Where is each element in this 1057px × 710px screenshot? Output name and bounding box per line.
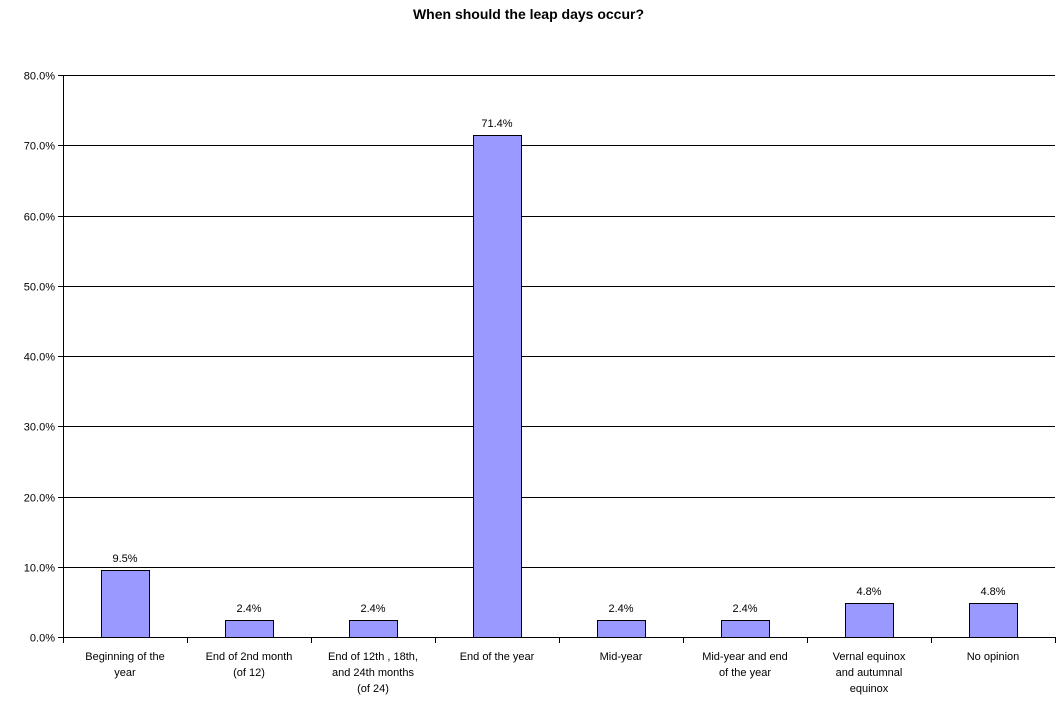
y-tick-label: 70.0%	[24, 141, 55, 153]
x-tick-label: Vernal equinox	[833, 651, 906, 663]
bar	[597, 620, 646, 638]
y-tick-label: 20.0%	[24, 493, 55, 505]
x-tick-label: End of 2nd month	[206, 651, 293, 663]
x-tick-label: (of 12)	[233, 667, 265, 679]
data-label: 2.4%	[608, 603, 633, 615]
bar	[845, 603, 894, 638]
data-label: 4.8%	[856, 586, 881, 598]
data-label: 2.4%	[732, 603, 757, 615]
bar	[473, 135, 522, 638]
x-tick-label: and autumnal	[836, 667, 903, 679]
x-tick-label: year	[114, 667, 136, 679]
x-tick-label: and 24th months	[332, 667, 414, 679]
x-tick-label: No opinion	[967, 651, 1020, 663]
y-tick-label: 0.0%	[30, 633, 55, 645]
x-tick-label: equinox	[850, 683, 889, 695]
chart-title: When should the leap days occur?	[412, 6, 645, 22]
bar	[721, 620, 770, 638]
y-tick-label: 30.0%	[24, 422, 55, 434]
data-label: 2.4%	[360, 603, 385, 615]
bar	[969, 603, 1018, 638]
x-tick-label: (of 24)	[357, 683, 389, 695]
data-label: 2.4%	[236, 603, 261, 615]
bar	[349, 620, 398, 638]
y-tick-label: 40.0%	[24, 352, 55, 364]
x-tick-label: Mid-year and end	[702, 651, 788, 663]
data-label: 4.8%	[980, 586, 1005, 598]
data-label: 71.4%	[481, 118, 512, 130]
x-tick-label: End of the year	[460, 651, 535, 663]
x-tick-label: Mid-year	[600, 651, 643, 663]
y-tick-label: 10.0%	[24, 563, 55, 575]
data-label: 9.5%	[112, 553, 137, 565]
bar	[225, 620, 274, 638]
x-tick-label: Beginning of the	[85, 651, 165, 663]
x-tick-label: of the year	[719, 667, 771, 679]
y-tick-label: 80.0%	[24, 71, 55, 83]
y-tick-label: 60.0%	[24, 212, 55, 224]
bar	[101, 570, 150, 638]
x-tick-label: End of 12th , 18th,	[328, 651, 418, 663]
y-tick-label: 50.0%	[24, 282, 55, 294]
